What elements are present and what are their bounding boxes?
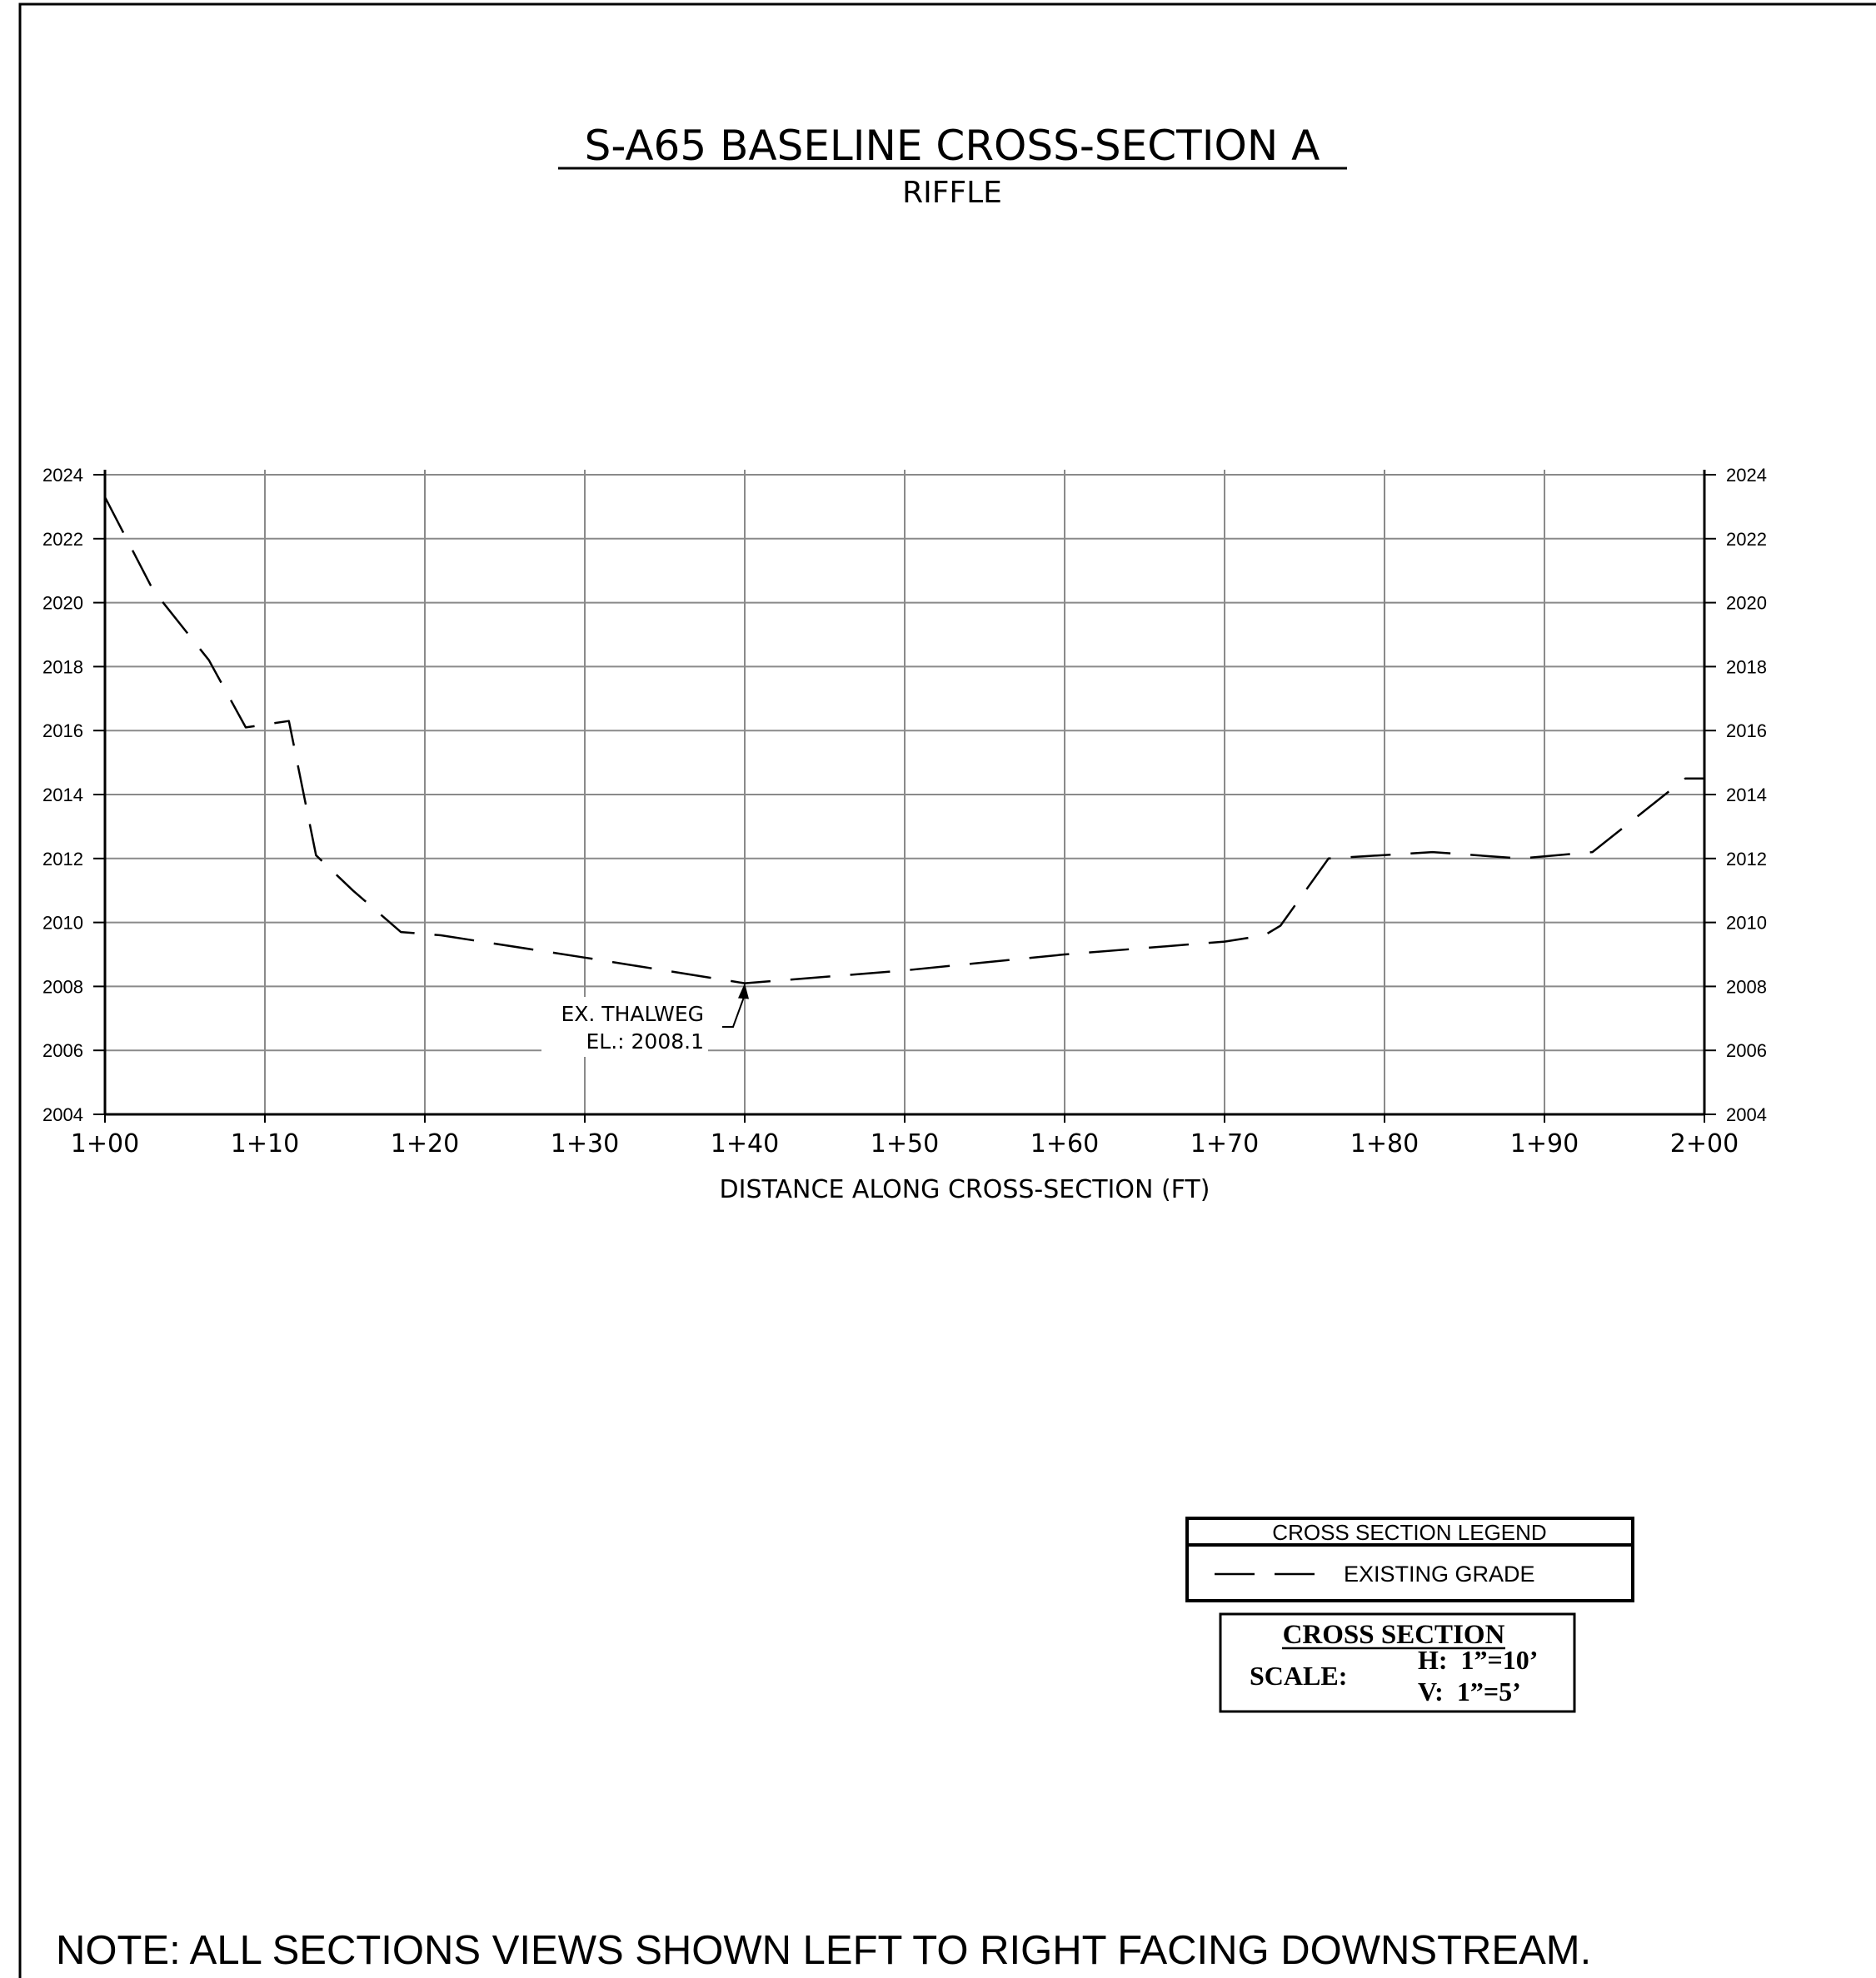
series-layer	[103, 496, 1704, 984]
x-tick-label: 1+10	[231, 1129, 299, 1158]
y-tick-label-left: 2014	[42, 785, 83, 805]
legend-item-existing-grade: EXISTING GRADE	[1344, 1562, 1535, 1587]
legend-title: CROSS SECTION LEGEND	[1272, 1520, 1546, 1545]
x-tick-label: 1+90	[1510, 1129, 1579, 1158]
footer-note: NOTE: ALL SECTIONS VIEWS SHOWN LEFT TO R…	[56, 1928, 1591, 1973]
y-tick-label-left: 2016	[42, 720, 83, 741]
x-tick-label: 1+20	[391, 1129, 459, 1158]
scale-label: SCALE:	[1250, 1661, 1347, 1691]
y-tick-label-left: 2018	[42, 656, 83, 677]
y-tick-label-right: 2012	[1726, 849, 1767, 869]
y-tick-label-right: 2004	[1726, 1104, 1767, 1125]
annotation-line-2: EL.: 2008.1	[586, 1029, 704, 1054]
annotation-mask	[541, 997, 708, 1057]
vertical-scale: V: 1”=5’	[1418, 1677, 1521, 1706]
y-tick-label-left: 2006	[42, 1040, 83, 1061]
sheet-border	[18, 2, 1876, 1978]
horizontal-scale: H: 1”=10’	[1418, 1645, 1538, 1675]
x-tick-label: 2+00	[1670, 1129, 1739, 1158]
chart-title: S-A65 BASELINE CROSS-SECTION A	[585, 122, 1320, 170]
x-tick-label: 1+40	[711, 1129, 779, 1158]
scale-box: CROSS SECTION SCALE: H: 1”=10’ V: 1”=5’	[1219, 1612, 1576, 1713]
y-axis-ticks	[93, 474, 1716, 1115]
scale-box-title: CROSS SECTION	[1283, 1620, 1505, 1650]
y-tick-label-left: 2012	[42, 849, 83, 869]
scale-box-frame	[1219, 1612, 1576, 1713]
x-tick-label: 1+50	[871, 1129, 939, 1158]
y-tick-labels-left: 2004 2006 2008 2010 2012 2014 2016 2018 2020 2022…	[42, 465, 83, 1125]
y-tick-label-right: 2014	[1726, 785, 1767, 805]
x-tick-label: 1+70	[1190, 1129, 1259, 1158]
series-line-existing-grade	[103, 496, 1704, 984]
y-tick-label-left: 2022	[42, 529, 83, 550]
y-tick-label-right: 2006	[1726, 1040, 1767, 1061]
y-tick-label-left: 2020	[42, 593, 83, 614]
x-axis-ticks	[104, 1114, 1705, 1123]
x-tick-label: 1+60	[1030, 1129, 1099, 1158]
x-tick-label: 1+30	[551, 1129, 619, 1158]
y-tick-label-left: 2010	[42, 913, 83, 934]
y-tick-label-right: 2016	[1726, 720, 1767, 741]
legend-frame	[1185, 1517, 1634, 1602]
y-tick-label-left: 2008	[42, 976, 83, 997]
grid-lines	[105, 470, 1704, 1114]
cross-section-legend: CROSS SECTION LEGEND EXISTING GRADE	[1185, 1517, 1634, 1602]
x-tick-label: 1+80	[1350, 1129, 1419, 1158]
y-tick-label-left: 2004	[42, 1104, 83, 1125]
y-tick-label-left: 2024	[42, 465, 83, 486]
y-tick-labels-right: 2004 2006 2008 2010 2012 2014 2016 2018 2020 2022…	[1726, 465, 1767, 1125]
y-tick-label-right: 2024	[1726, 465, 1767, 486]
x-tick-labels: 1+00 1+10 1+20 1+30 1+40 1+50 1+60 1+70 1+80 1+90…	[71, 1129, 1739, 1158]
y-tick-label-right: 2018	[1726, 656, 1767, 677]
y-tick-label-right: 2010	[1726, 913, 1767, 934]
annotation-arrowhead	[738, 983, 749, 999]
y-tick-label-right: 2020	[1726, 593, 1767, 614]
annotation-leader-line	[722, 994, 746, 1028]
annotation-line-1: EX. THALWEG	[561, 1002, 704, 1026]
x-axis-title: DISTANCE ALONG CROSS-SECTION (FT)	[720, 1175, 1210, 1204]
thalweg-annotation: EX. THALWEG EL.: 2008.1	[541, 983, 749, 1057]
y-tick-label-right: 2008	[1726, 976, 1767, 997]
y-tick-label-right: 2022	[1726, 529, 1767, 550]
chart-subtitle: RIFFLE	[902, 176, 1002, 210]
x-tick-label: 1+00	[71, 1129, 139, 1158]
